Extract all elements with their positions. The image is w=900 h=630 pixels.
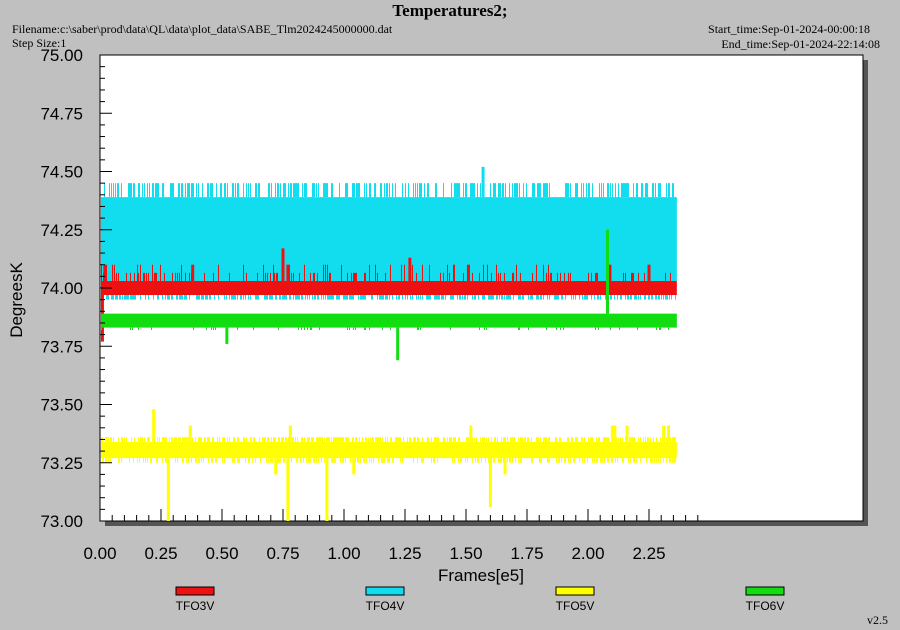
x-tick-label: 0.25 xyxy=(144,544,177,563)
start-time-label: Start_time:Sep-01-2024-00:00:18 xyxy=(708,22,870,36)
legend-swatch-tfo4v xyxy=(365,586,405,596)
series-tfo6v xyxy=(101,229,677,361)
series-tfo5v xyxy=(101,409,677,521)
ticks-layer xyxy=(99,54,699,522)
x-tick-label: 1.75 xyxy=(510,544,543,563)
x-tick-label: 0.00 xyxy=(83,544,116,563)
filename-label: Filename:c:\saber\prod\data\QL\data\plot… xyxy=(12,22,393,36)
series-band-tfo3v xyxy=(101,281,677,295)
y-tick-label: 73.75 xyxy=(40,337,83,356)
x-tick-label: 1.50 xyxy=(449,544,482,563)
series-noise-tfo3v xyxy=(101,264,671,282)
x-tick-label: 2.00 xyxy=(571,544,604,563)
step-size-label: Step Size:1 xyxy=(12,36,67,50)
x-axis-title: Frames[e5] xyxy=(438,566,524,585)
x-tick-label: 0.75 xyxy=(266,544,299,563)
y-tick-label: 74.25 xyxy=(40,221,83,240)
y-tick-label: 74.50 xyxy=(40,163,83,182)
y-tick-label: 73.50 xyxy=(40,396,83,415)
series-tfo3v xyxy=(100,248,677,342)
legend-swatch-tfo3v xyxy=(175,586,215,596)
x-tick-label: 2.25 xyxy=(632,544,665,563)
version-label: v2.5 xyxy=(867,613,888,627)
legend-swatch-tfo6v xyxy=(745,586,785,596)
x-tick-label: 0.50 xyxy=(205,544,238,563)
y-tick-label: 74.75 xyxy=(40,104,83,123)
chart-title: Temperatures2; xyxy=(392,1,508,20)
y-tick-label: 73.25 xyxy=(40,454,83,473)
series-layer xyxy=(100,166,677,521)
y-tick-label: 75.00 xyxy=(40,46,83,65)
series-band-tfo4v xyxy=(101,197,677,282)
series-noise-tfo6v xyxy=(101,327,669,330)
legend-label-tfo4v: TFO4V xyxy=(366,599,405,613)
series-band-tfo6v xyxy=(101,313,677,328)
y-axis-title: DegreesK xyxy=(7,262,26,338)
x-tick-label: 1.25 xyxy=(388,544,421,563)
y-tick-label: 74.00 xyxy=(40,279,83,298)
legend-label-tfo6v: TFO6V xyxy=(746,599,785,613)
x-tick-label: 1.00 xyxy=(327,544,360,563)
tick-labels-layer: 73.00 73.25 73.50 73.75 74.00 74.25 74.50 74.75… xyxy=(40,46,665,563)
end-time-label: End_time:Sep-01-2024-22:14:08 xyxy=(721,37,880,51)
legend-swatch-tfo5v xyxy=(555,586,595,596)
series-tfo4v xyxy=(101,166,677,300)
legend: TFO3V TFO4V TFO5V TFO6V xyxy=(175,586,785,613)
series-band-tfo5v xyxy=(101,441,677,459)
legend-label-tfo3v: TFO3V xyxy=(176,599,215,613)
y-tick-label: 73.00 xyxy=(40,512,83,531)
legend-label-tfo5v: TFO5V xyxy=(556,599,595,613)
